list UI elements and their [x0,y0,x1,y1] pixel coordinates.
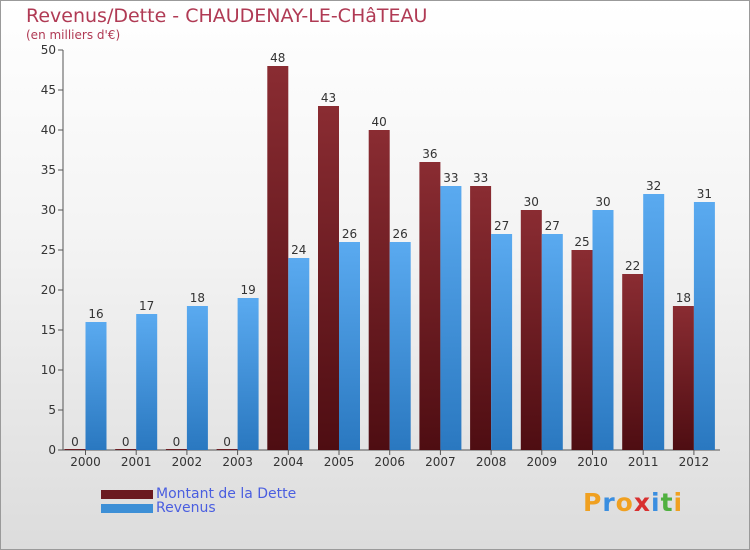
y-tick-label: 25 [41,243,56,257]
legend-item-revenus: Revenus [101,500,216,516]
data-label: 17 [139,299,154,313]
y-tick-label: 30 [41,203,56,217]
data-label: 27 [494,219,509,233]
data-label: 0 [173,435,181,449]
x-tick-label: 2012 [679,455,710,469]
x-tick-label: 2005 [324,455,355,469]
bar-dette [64,449,86,450]
logo-letter: r [602,488,616,517]
y-tick-label: 35 [41,163,56,177]
chart-subtitle: (en milliers d'€) [26,28,121,42]
logo-letter: o [615,488,634,517]
data-label: 30 [524,195,539,209]
y-tick-label: 0 [48,443,56,457]
legend-swatch-dette [101,489,153,499]
legend-swatch-revenus [101,503,153,513]
logo-letter: t [660,488,674,517]
bar-dette [267,66,289,450]
data-label: 33 [473,171,488,185]
bar-dette [622,274,644,450]
bar-dette [368,130,390,450]
bar-revenus [491,234,513,450]
bar-revenus [339,242,360,450]
y-tick-label: 45 [41,83,56,97]
data-label: 30 [595,195,610,209]
x-tick-label: 2002 [172,455,203,469]
data-label: 0 [223,435,231,449]
data-label: 40 [372,115,387,129]
x-tick-label: 2010 [577,455,608,469]
bar-dette [672,306,694,450]
bar-revenus [440,186,462,450]
bar-dette [318,106,339,450]
data-label: 27 [545,219,560,233]
data-label: 48 [270,51,285,65]
x-tick-label: 2004 [273,455,304,469]
y-tick-label: 50 [41,43,56,57]
data-label: 36 [422,147,437,161]
legend-item-dette: Montant de la Dette [101,486,296,502]
bar-dette [115,449,137,450]
legend-label-dette: Montant de la Dette [156,486,297,502]
bar-revenus [136,314,158,450]
bar-dette [470,186,492,450]
data-label: 43 [321,91,336,105]
data-label: 16 [88,307,103,321]
data-label: 18 [676,291,691,305]
bar-revenus [186,306,208,450]
y-tick-label: 20 [41,283,56,297]
x-tick-label: 2009 [527,455,558,469]
logo-letter: x [633,488,651,517]
legend-label-revenus: Revenus [156,500,216,516]
bar-revenus [541,234,563,450]
x-tick-label: 2007 [425,455,456,469]
data-label: 26 [393,227,408,241]
bar-dette [520,210,542,450]
bar-dette [419,162,441,450]
bar-revenus [693,202,715,450]
x-tick-label: 2011 [628,455,659,469]
data-label: 22 [625,259,640,273]
x-tick-label: 2001 [121,455,152,469]
logo-letter: P [583,488,603,517]
bar-revenus [85,322,107,450]
y-tick-label: 15 [41,323,56,337]
data-label: 19 [240,283,255,297]
data-label: 0 [122,435,130,449]
data-label: 0 [71,435,79,449]
x-tick-label: 2003 [222,455,253,469]
bar-revenus [389,242,411,450]
data-label: 32 [646,179,661,193]
x-tick-label: 2000 [70,455,101,469]
bar-dette [571,250,593,450]
bar-dette [216,449,238,450]
data-label: 18 [190,291,205,305]
logo-letter: i [673,488,684,517]
x-tick-label: 2006 [374,455,405,469]
logo-letter: i [651,488,661,517]
y-tick-label: 5 [48,403,56,417]
bar-revenus [592,210,614,450]
x-tick-label: 2008 [476,455,507,469]
bar-revenus [237,298,259,450]
y-tick-label: 10 [41,363,56,377]
data-label: 31 [697,187,712,201]
y-tick-label: 40 [41,123,56,137]
bar-revenus [643,194,665,450]
chart-title: Revenus/Dette - CHAUDENAY-LE-CHâTEAU [26,5,428,27]
proxiti-logo: Proxiti [583,488,683,517]
data-label: 26 [342,227,357,241]
data-label: 33 [443,171,458,185]
bar-dette [165,449,187,450]
bar-revenus [288,258,310,450]
data-label: 25 [574,235,589,249]
data-label: 24 [291,243,306,257]
